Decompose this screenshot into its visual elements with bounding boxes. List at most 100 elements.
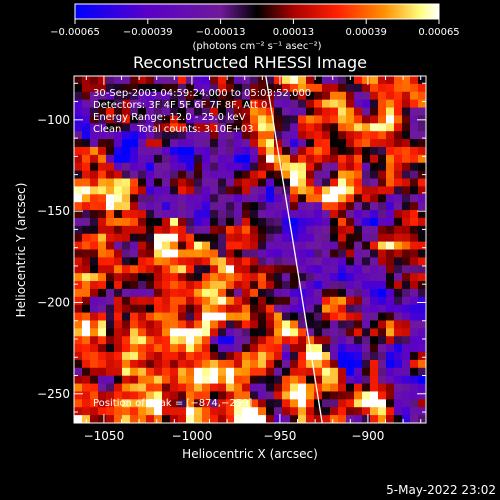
heatmap-cell [258,107,267,117]
heatmap-cell [138,407,147,416]
heatmap-cell [394,202,403,211]
heatmap-cell [394,312,403,322]
heatmap-cell [170,312,179,322]
heatmap-cell [90,225,99,235]
heatmap-cell [138,296,147,306]
heatmap-cell [402,296,411,306]
heatmap-cell [314,312,323,322]
heatmap-cell [170,162,179,172]
heatmap-cell [98,99,107,109]
heatmap-cell [330,241,339,251]
heatmap-cell [298,146,307,156]
heatmap-cell [154,312,163,322]
heatmap-cell [210,225,219,235]
heatmap-cell [258,352,267,361]
heatmap-cell [114,99,123,109]
heatmap-cell [338,352,347,361]
heatmap-cell [410,194,419,203]
heatmap-cell [202,146,211,156]
heatmap-cell [386,359,395,369]
heatmap-cell [370,210,379,219]
heatmap-cell [354,249,363,258]
heatmap-cell [258,312,267,322]
heatmap-cell [402,375,411,385]
heatmap-cell [202,107,211,117]
heatmap-cell [258,367,267,377]
heatmap-cell [330,202,339,211]
heatmap-cell [354,146,363,156]
heatmap-cell [74,383,83,393]
heatmap-cell [290,407,299,416]
heatmap-cell [130,328,139,337]
heatmap-cell [306,202,315,211]
heatmap-cell [322,83,331,93]
heatmap-cell [106,375,115,385]
heatmap-cell [362,217,371,227]
heatmap-cell [218,162,227,172]
heatmap-cell [98,241,107,251]
heatmap-cell [378,391,387,400]
heatmap-cell [242,352,251,361]
heatmap-cell [346,139,355,148]
heatmap-cell [346,336,355,345]
heatmap-cell [250,162,259,172]
heatmap-cell [122,399,131,408]
heatmap-cell [170,320,179,329]
heatmap-cell [202,115,211,124]
heatmap-cell [186,131,195,140]
heatmap-cell [210,233,219,243]
heatmap-cell [370,359,379,369]
heatmap-cell [298,391,307,400]
heatmap-cell [186,288,195,298]
heatmap-cell [402,367,411,377]
heatmap-cell [402,217,411,227]
heatmap-cell [162,186,171,195]
heatmap-cell [210,210,219,219]
heatmap-cell [274,288,283,298]
heatmap-cell [362,154,371,164]
heatmap-cell [82,359,91,369]
heatmap-cell [362,383,371,393]
heatmap-cell [98,399,107,408]
heatmap-cell [178,202,187,211]
heatmap-cell [274,352,283,361]
heatmap-cell [314,344,323,353]
heatmap-cell [402,249,411,258]
heatmap-cell [346,359,355,369]
heatmap-cell [306,241,315,251]
heatmap-cell [114,241,123,251]
heatmap-cell [138,225,147,235]
heatmap-cell [258,249,267,258]
heatmap-cell [394,288,403,298]
heatmap-cell [114,391,123,400]
heatmap-cell [234,123,243,132]
heatmap-cell [362,257,371,266]
heatmap-cell [138,241,147,251]
heatmap-cell [386,352,395,361]
heatmap-cell [226,328,235,337]
heatmap-cell [330,146,339,156]
heatmap-cell [282,107,291,117]
heatmap-cell [226,367,235,377]
heatmap-cell [402,170,411,180]
heatmap-cell [138,344,147,353]
heatmap-cell [362,399,371,408]
heatmap-cell [298,257,307,266]
heatmap-cell [234,304,243,314]
heatmap-cell [130,123,139,132]
heatmap-cell [170,407,179,416]
heatmap-cell [186,304,195,314]
heatmap-cell [258,320,267,329]
heatmap-cell [394,83,403,93]
heatmap-cell [218,344,227,353]
colorbar: −0.00065 −0.00039 −0.00013 0.00013 0.00039 0.… [50,3,460,52]
heatmap-cell [138,304,147,314]
heatmap-cell [250,352,259,361]
heatmap-cell [234,375,243,385]
heatmap-cell [146,83,155,93]
heatmap-cell [170,210,179,219]
heatmap-cell [394,375,403,385]
heatmap-cell [306,178,315,188]
heatmap-cell [242,146,251,156]
heatmap-cell [266,233,275,243]
